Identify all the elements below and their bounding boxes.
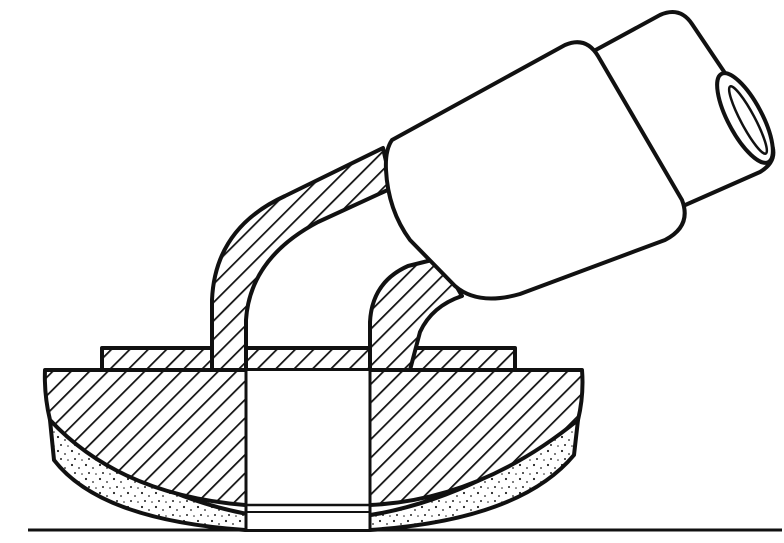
nozzle-body bbox=[383, 40, 687, 301]
nozzle-tip-inner bbox=[727, 85, 769, 155]
hole bbox=[246, 371, 370, 529]
top-plate bbox=[100, 346, 517, 372]
tube-wall-left bbox=[210, 146, 394, 372]
